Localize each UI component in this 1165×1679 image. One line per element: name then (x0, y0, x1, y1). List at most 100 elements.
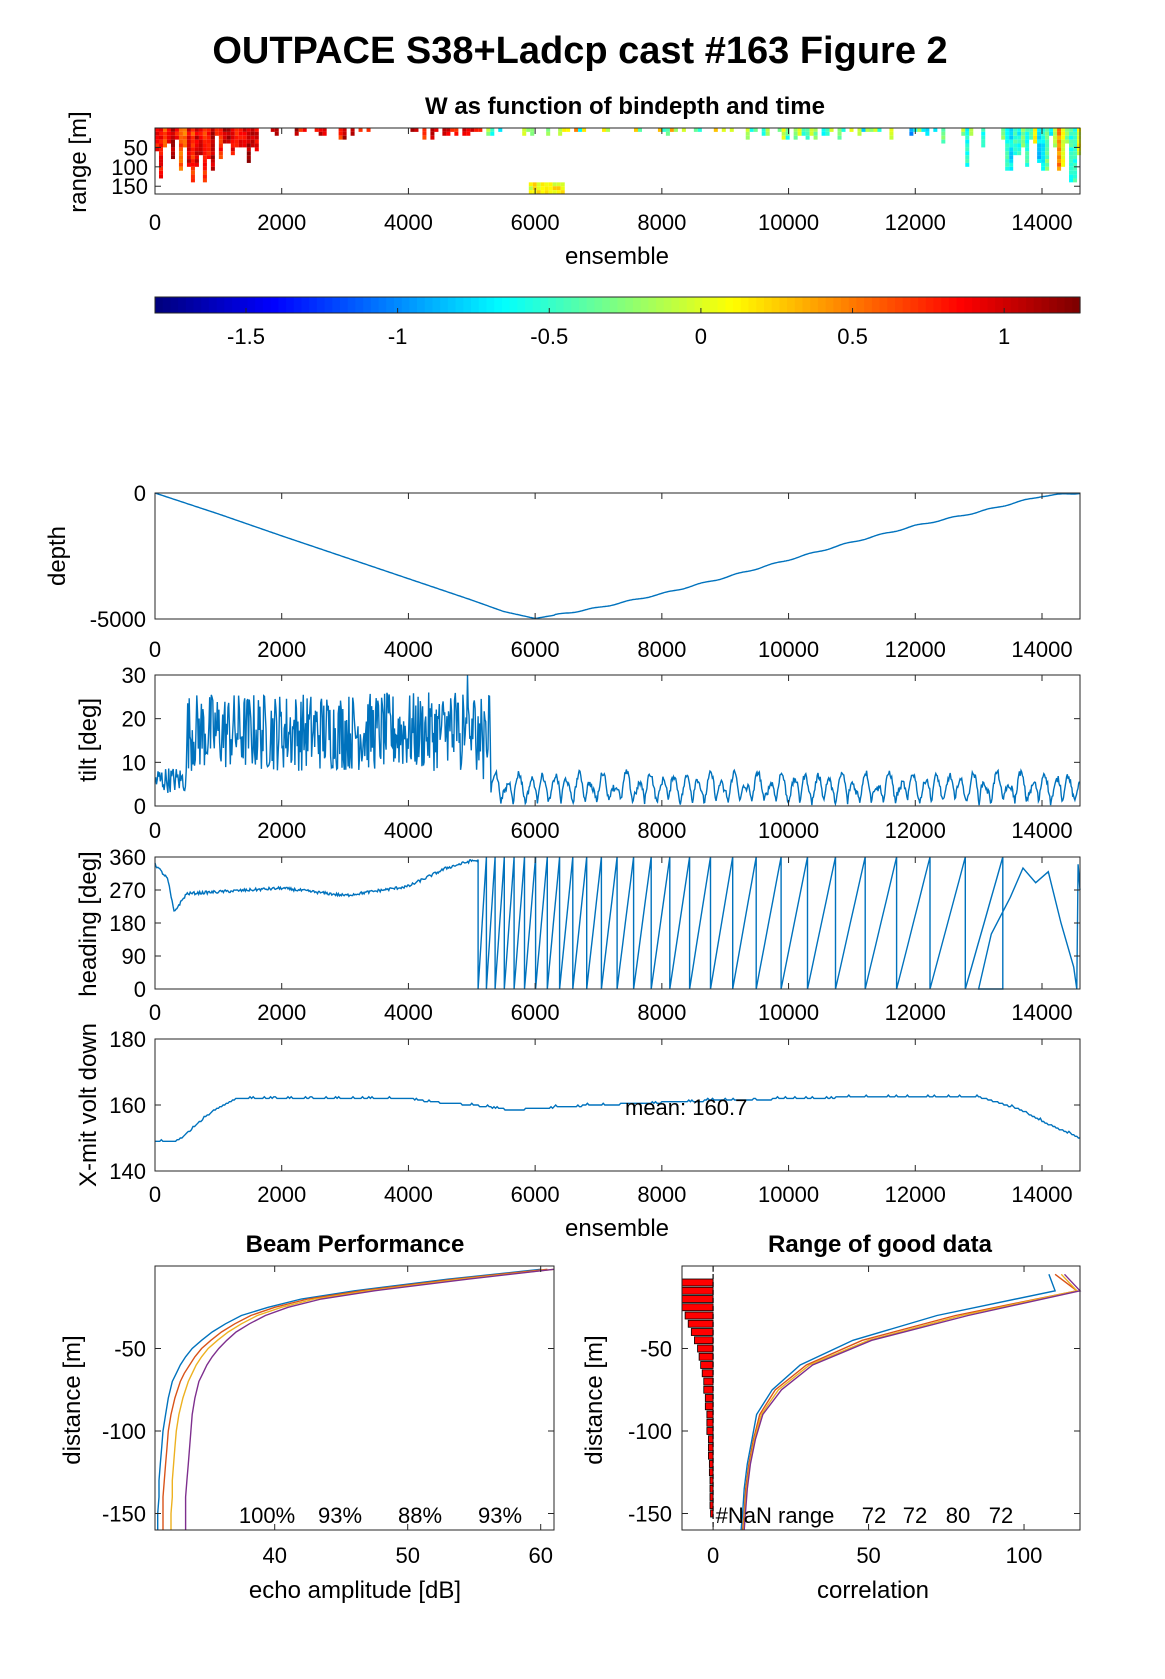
heatmap-cell (294, 131, 299, 136)
heatmap-cell (536, 186, 541, 191)
heatmap-cell (665, 128, 670, 132)
heatmap-cell (210, 131, 215, 136)
xmit-mean-annotation: mean: 160.7 (625, 1095, 747, 1120)
heatmap-cell (190, 170, 195, 175)
xmit-ytick-label: 180 (109, 1027, 146, 1052)
heatmap-cell (194, 155, 199, 160)
tilt-frame (154, 674, 1081, 807)
heatmap-cell (981, 139, 986, 144)
heatmap-cell (522, 128, 527, 132)
correlation-line-3 (742, 1273, 1079, 1531)
colorbar-swatch (656, 297, 665, 313)
heatmap-cell (1061, 131, 1066, 136)
heatmap-cell (544, 182, 549, 187)
heatmap-cell (837, 131, 842, 136)
heatmap-cell (155, 131, 160, 136)
colorbar-swatch (301, 297, 310, 313)
w-heatmap-xtick-label: 14000 (1011, 210, 1072, 235)
colorbar-swatch (424, 297, 434, 313)
heatmap-cell (226, 139, 231, 144)
colorbar-swatch (309, 297, 318, 313)
heatmap-cell (198, 143, 203, 148)
heatmap-cell (801, 131, 806, 136)
heatmap-cell (1069, 170, 1074, 175)
colorbar-swatch (995, 297, 1004, 313)
heatmap-cell (238, 135, 243, 140)
heatmap-cell (202, 143, 207, 148)
heatmap-cell (1049, 131, 1054, 136)
heatmap-cell (1045, 162, 1050, 167)
colorbar-swatch (864, 297, 873, 313)
heatmap-cell (202, 178, 207, 183)
heatmap-cell (486, 131, 491, 136)
heatmap-cell (813, 128, 818, 132)
heatmap-cell (338, 131, 343, 136)
heatmap-cell (1037, 139, 1042, 144)
range-annotation-3: 72 (903, 1503, 927, 1528)
heading-series (154, 856, 1081, 990)
colorbar-swatch (972, 297, 981, 313)
heatmap-cell (857, 128, 862, 132)
xmit-xlabel: ensemble (565, 1215, 669, 1242)
depth-frame (154, 492, 1081, 620)
heatmap-cell (805, 128, 810, 132)
heatmap-cell (1005, 151, 1010, 156)
heatmap-cell (218, 147, 223, 152)
heatmap-cell (1017, 151, 1022, 156)
heatmap-cell (238, 131, 243, 136)
heatmap-cell (254, 131, 259, 136)
depth-ytick-label: -5000 (90, 607, 146, 632)
heatmap-cell (1045, 159, 1050, 163)
heading-ytick-label: 270 (109, 878, 146, 903)
heatmap-cell (186, 139, 191, 144)
heatmap-cell (1025, 135, 1030, 140)
heatmap-cell (1045, 131, 1050, 136)
heatmap-cell (1069, 135, 1074, 140)
heatmap-cell (1013, 131, 1018, 136)
heatmap-cell (222, 128, 227, 132)
heatmap-cell (206, 131, 211, 136)
heatmap-cell (250, 139, 255, 144)
heatmap-cell (969, 131, 974, 136)
heatmap-cell (210, 162, 215, 167)
heatmap-cell (338, 128, 343, 132)
heatmap-cell (1017, 139, 1022, 144)
heatmap-cell (965, 131, 970, 136)
heatmap-cell (965, 155, 970, 160)
heatmap-cell (1037, 147, 1042, 152)
heatmap-cell (254, 143, 259, 148)
heatmap-cell (338, 135, 343, 140)
depth-series (154, 492, 1081, 620)
heatmap-cell (1065, 135, 1070, 140)
heatmap-cell (749, 128, 754, 132)
tilt-ytick-label: 30 (122, 663, 146, 688)
colorbar-swatch (902, 297, 912, 313)
heatmap-cell (801, 128, 806, 132)
nan-bar (701, 1369, 714, 1378)
heatmap-cell (1077, 131, 1082, 136)
heatmap-cell (1017, 147, 1022, 152)
heading-ytick-label: 90 (122, 944, 146, 969)
colorbar-swatch (224, 297, 233, 313)
heatmap-cell (1041, 155, 1046, 160)
range-xlabel: correlation (817, 1577, 929, 1604)
heatmap-cell (1001, 135, 1006, 140)
heatmap-cell (560, 182, 565, 187)
heatmap-cell (350, 128, 355, 132)
heatmap-cell (1069, 159, 1074, 163)
heatmap-cell (528, 186, 533, 191)
colorbar-swatch (887, 297, 896, 313)
heatmap-cell (1041, 139, 1046, 144)
range-ytick-label: -150 (628, 1502, 672, 1527)
heatmap-cell (1073, 151, 1078, 156)
heatmap-cell (198, 147, 203, 152)
colorbar-swatch (355, 297, 364, 313)
nan-bar (700, 1361, 714, 1369)
heatmap-cell (206, 151, 211, 156)
tilt-xtick-label: 14000 (1011, 818, 1072, 843)
heatmap-cell (1053, 139, 1058, 144)
heatmap-cell (162, 128, 168, 132)
colorbar-swatch (555, 297, 565, 313)
heatmap-cell (1009, 166, 1014, 171)
